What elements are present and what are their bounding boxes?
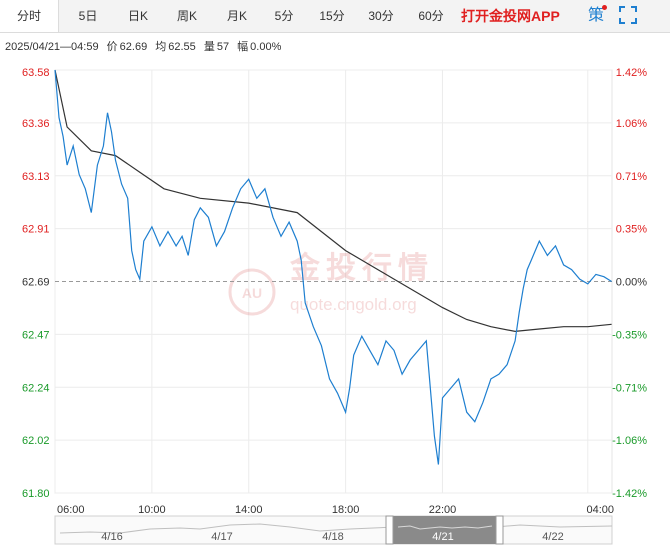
navigator-selected-line: [397, 525, 493, 530]
navigator-right-handle[interactable]: [495, 515, 504, 545]
price-tick-label: 63.36: [22, 118, 50, 130]
tab-weekly-k[interactable]: 周K: [176, 9, 197, 23]
tab-daily-k[interactable]: 日K: [127, 9, 148, 23]
percent-axis: 1.42% 1.06% 0.71% 0.35% 0.00% -0.35% -0.71% -1.…: [612, 67, 647, 500]
price-tick-label: 62.47: [22, 329, 50, 341]
percent-tick-label: -0.71%: [612, 382, 647, 394]
percent-tick-label: 1.42%: [616, 67, 647, 79]
avg-label: 均: [155, 41, 167, 53]
navigator-dates: 4/16 4/17 4/18 4/21 4/22: [101, 531, 563, 543]
change-label: 幅: [237, 41, 249, 53]
price-tick-label: 62.69: [22, 277, 50, 289]
price-tick-label: 62.24: [22, 382, 50, 394]
tab-monthly-k[interactable]: 月K: [226, 9, 247, 23]
percent-tick-label: 0.00%: [616, 277, 647, 289]
navigator-date-label: 4/18: [322, 531, 343, 543]
tab-5min[interactable]: 5分: [274, 9, 294, 23]
tab-60min[interactable]: 60分: [418, 9, 444, 23]
date-navigator[interactable]: 4/16 4/17 4/18 4/21 4/22: [0, 515, 670, 546]
quote-info-bar: 2025/04/21—04:59 价 62.69 均 62.55 量 57 幅 0.00…: [5, 38, 286, 54]
navigator-selected-window[interactable]: [393, 516, 496, 544]
expand-icon[interactable]: [619, 6, 637, 24]
period-toolbar: 分时 5日 日K 周K 月K 5分 15分 30分 60分 打开金投网APP 策: [0, 0, 670, 33]
time-tick-label: 22:00: [429, 504, 457, 515]
average-price-series: [54, 69, 612, 333]
average-price-line: [54, 69, 612, 333]
avg-value: 62.55: [168, 41, 196, 53]
navigator-date-label: 4/21: [432, 531, 453, 543]
time-axis: 06:00 10:00 14:00 18:00 22:00 04:00: [57, 504, 614, 515]
watermark-cn-text: 金投行情: [289, 251, 434, 286]
tab-5day[interactable]: 5日: [78, 9, 98, 23]
time-tick-label: 18:00: [332, 504, 360, 515]
intraday-chart: AU 金投行情 quote.cngold.org 63.58 63.36 63.13…: [22, 67, 647, 515]
navigator-date-label: 4/22: [542, 531, 563, 543]
strategy-button[interactable]: 策: [588, 7, 605, 24]
percent-tick-label: 1.06%: [616, 118, 647, 130]
price-tick-label: 63.13: [22, 171, 50, 183]
percent-tick-label: 0.71%: [616, 171, 647, 183]
time-tick-label: 04:00: [586, 504, 614, 515]
tab-15min[interactable]: 15分: [319, 9, 345, 23]
percent-tick-label: -0.35%: [612, 329, 647, 341]
time-tick-label: 10:00: [138, 504, 166, 515]
time-tick-label: 14:00: [235, 504, 263, 515]
navigator-date-label: 4/16: [101, 531, 122, 543]
price-value: 62.69: [119, 41, 148, 53]
price-line: [54, 69, 612, 465]
notification-dot: [602, 5, 607, 10]
volume-label: 量: [203, 41, 215, 53]
navigator-left-handle[interactable]: [385, 515, 394, 545]
price-axis: 63.58 63.36 63.13 62.91 62.69 62.47 62.24 62.02…: [22, 67, 50, 500]
watermark: AU 金投行情 quote.cngold.org: [228, 251, 434, 316]
price-series: [54, 69, 612, 465]
percent-tick-label: -1.06%: [612, 435, 647, 447]
watermark-logo-icon: [228, 268, 276, 316]
price-tick-label: 61.80: [22, 488, 50, 500]
price-tick-label: 63.58: [22, 67, 50, 79]
percent-tick-label: 0.35%: [616, 224, 647, 236]
watermark-url-text: quote.cngold.org: [290, 295, 417, 314]
watermark-logo-text: AU: [242, 285, 262, 301]
navigator-date-label: 4/17: [211, 531, 232, 543]
volume-value: 57: [216, 41, 230, 53]
price-label: 价: [106, 41, 118, 53]
change-value: 0.00%: [250, 41, 282, 53]
open-app-link[interactable]: 打开金投网APP: [461, 8, 560, 24]
time-tick-label: 06:00: [57, 504, 85, 515]
price-tick-label: 62.91: [22, 224, 50, 236]
quote-datetime: 2025/04/21—04:59: [5, 41, 99, 53]
tab-intraday[interactable]: 分时: [0, 0, 59, 32]
tab-30min[interactable]: 30分: [368, 9, 394, 23]
percent-tick-label: -1.42%: [612, 488, 647, 500]
price-tick-label: 62.02: [22, 435, 50, 447]
